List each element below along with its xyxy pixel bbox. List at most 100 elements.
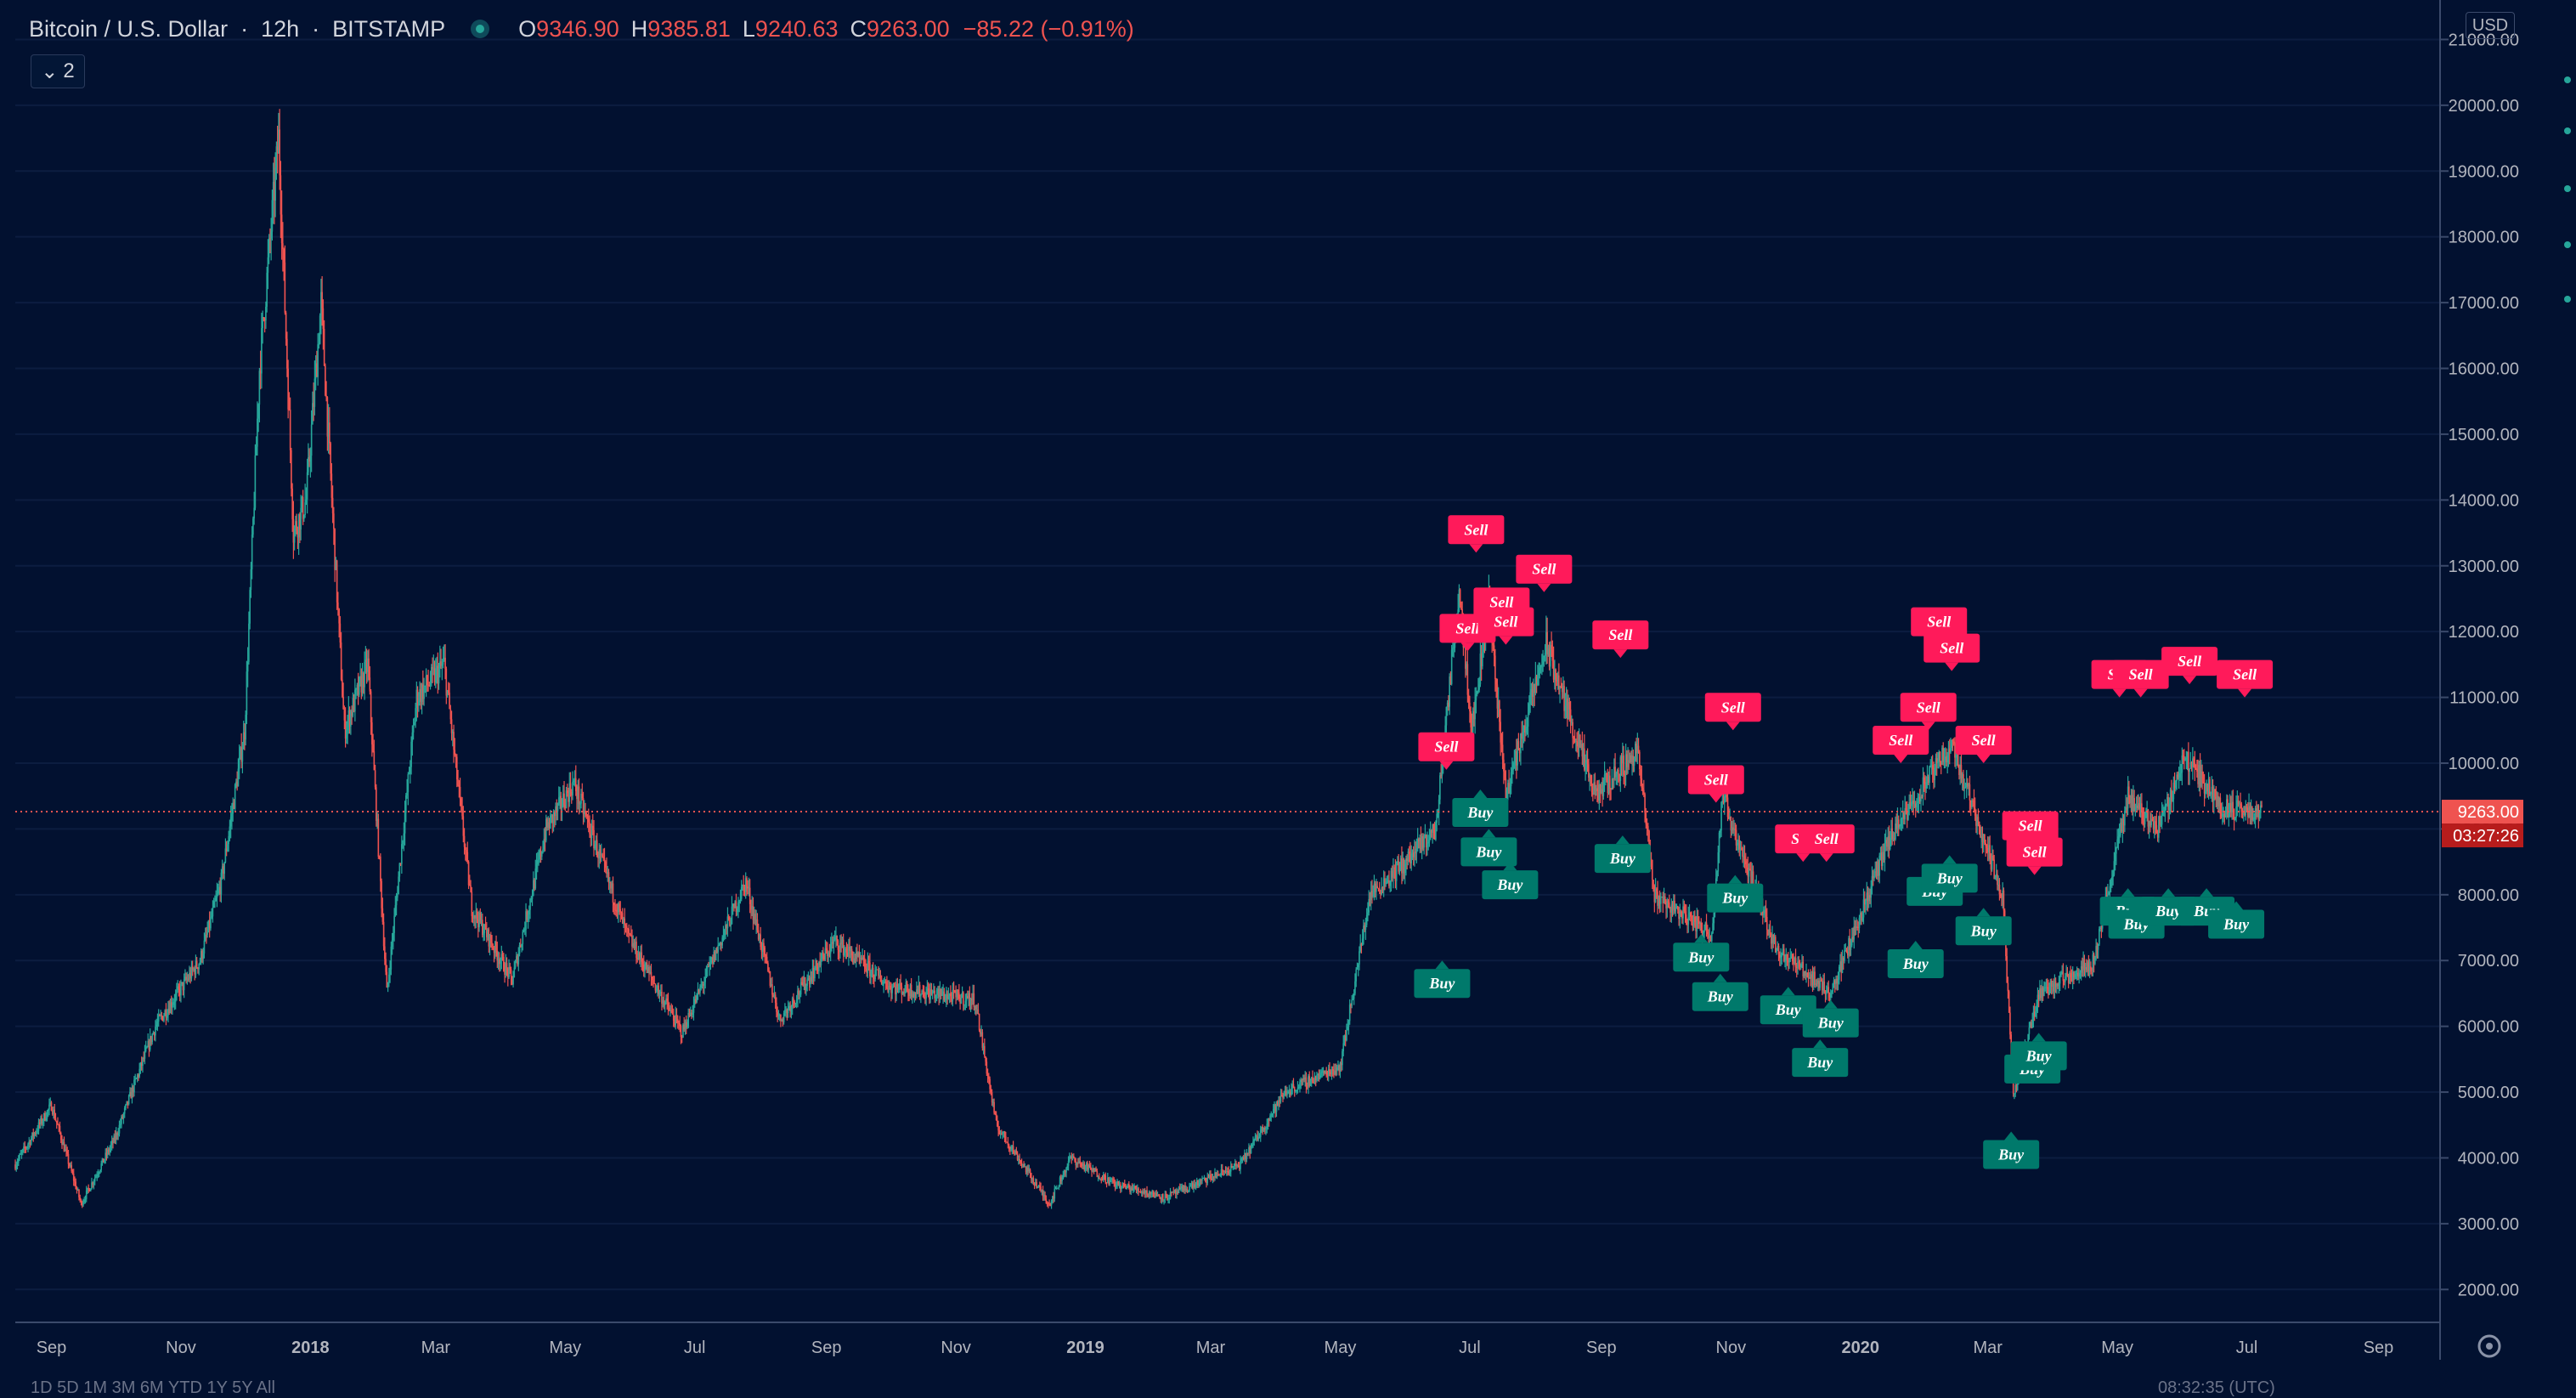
candle-body — [1168, 1198, 1170, 1199]
candle-body — [1150, 1194, 1152, 1195]
candle — [873, 962, 874, 984]
candle-body — [1545, 653, 1546, 656]
candle-body — [1528, 704, 1530, 715]
candle-body — [948, 995, 950, 999]
candle-body — [721, 937, 723, 945]
time-tick-label: 2019 — [1066, 1339, 1104, 1357]
candle — [724, 929, 726, 940]
candle-body — [763, 943, 765, 948]
candle — [104, 1159, 105, 1164]
candle-body — [542, 850, 544, 852]
candle-body — [668, 1001, 669, 1007]
candle-body — [280, 175, 282, 214]
candle-body — [257, 405, 259, 418]
candle — [1178, 1186, 1180, 1193]
candle-body — [86, 1191, 88, 1199]
candle-body — [704, 977, 706, 982]
candle — [1732, 818, 1734, 834]
candle-body — [398, 876, 399, 894]
candle-body — [81, 1200, 82, 1202]
candle-body — [870, 970, 872, 976]
candle — [1289, 1084, 1291, 1097]
candle-body — [659, 993, 661, 995]
candle-body — [1016, 1151, 1018, 1154]
candle-body — [613, 903, 615, 905]
candle — [545, 815, 547, 843]
candle-body — [196, 961, 198, 968]
candle-body — [1476, 694, 1477, 700]
candle-body — [1404, 864, 1406, 874]
candle-body — [1004, 1131, 1006, 1136]
candle-body — [31, 1138, 32, 1144]
candle-body — [1163, 1200, 1165, 1201]
candle-body — [891, 988, 893, 993]
candle — [1686, 904, 1687, 925]
candle-body — [423, 686, 425, 699]
candle-body — [873, 968, 874, 978]
candle — [664, 992, 665, 1009]
candle-body — [210, 917, 212, 928]
candle — [537, 852, 539, 873]
candle-body — [997, 1126, 999, 1130]
candle-body — [874, 971, 876, 980]
candle — [791, 1005, 793, 1018]
candle-body — [524, 930, 526, 931]
candle — [550, 810, 551, 829]
candle — [470, 880, 472, 892]
candle — [1221, 1164, 1223, 1178]
candle-body — [396, 897, 398, 905]
candle — [1522, 721, 1524, 750]
candle — [935, 994, 937, 1003]
candle-body — [337, 603, 339, 608]
candle-body — [138, 1069, 140, 1077]
candle — [364, 652, 365, 700]
candle-body — [410, 742, 412, 767]
candle-body — [1061, 1179, 1063, 1180]
candle-body — [65, 1149, 67, 1151]
candle — [707, 964, 709, 976]
candle — [859, 945, 861, 965]
candle-body — [198, 964, 200, 969]
candle-body — [427, 676, 428, 685]
candle — [1393, 858, 1394, 888]
candle-body — [1283, 1094, 1285, 1098]
candle-body — [466, 850, 467, 852]
candle-body — [775, 995, 777, 1003]
candle — [894, 982, 895, 987]
candle — [848, 939, 850, 966]
candle — [359, 676, 360, 697]
candle-body — [1095, 1169, 1097, 1171]
candle-body — [54, 1110, 55, 1119]
candle — [1112, 1176, 1114, 1184]
candle-body — [1281, 1095, 1283, 1096]
price-tick-label: 11000.00 — [2449, 689, 2519, 708]
candle — [1257, 1131, 1259, 1141]
candle-body — [627, 928, 629, 929]
candle-body — [515, 961, 517, 967]
candle — [626, 923, 628, 937]
candle-body — [1126, 1186, 1127, 1189]
candle-body — [1037, 1187, 1039, 1188]
candle-body — [443, 661, 444, 665]
candle-body — [381, 881, 382, 908]
candle — [38, 1118, 40, 1135]
candle-body — [978, 1010, 980, 1014]
candle — [1312, 1071, 1313, 1084]
candle — [1680, 903, 1681, 928]
candle — [1320, 1069, 1322, 1078]
candle-body — [1085, 1166, 1087, 1169]
candle-body — [719, 945, 720, 946]
candle-body — [45, 1118, 47, 1120]
candle-body — [1501, 743, 1503, 745]
candle-body — [793, 998, 794, 1001]
candle-body — [485, 924, 487, 930]
candle-body — [1162, 1194, 1164, 1200]
candle — [1090, 1163, 1092, 1170]
candle-body — [666, 999, 668, 1001]
candle — [435, 658, 437, 688]
candle-body — [146, 1047, 148, 1048]
candle-body — [993, 1102, 995, 1112]
candle-body — [1698, 916, 1699, 920]
candle — [1031, 1173, 1032, 1183]
